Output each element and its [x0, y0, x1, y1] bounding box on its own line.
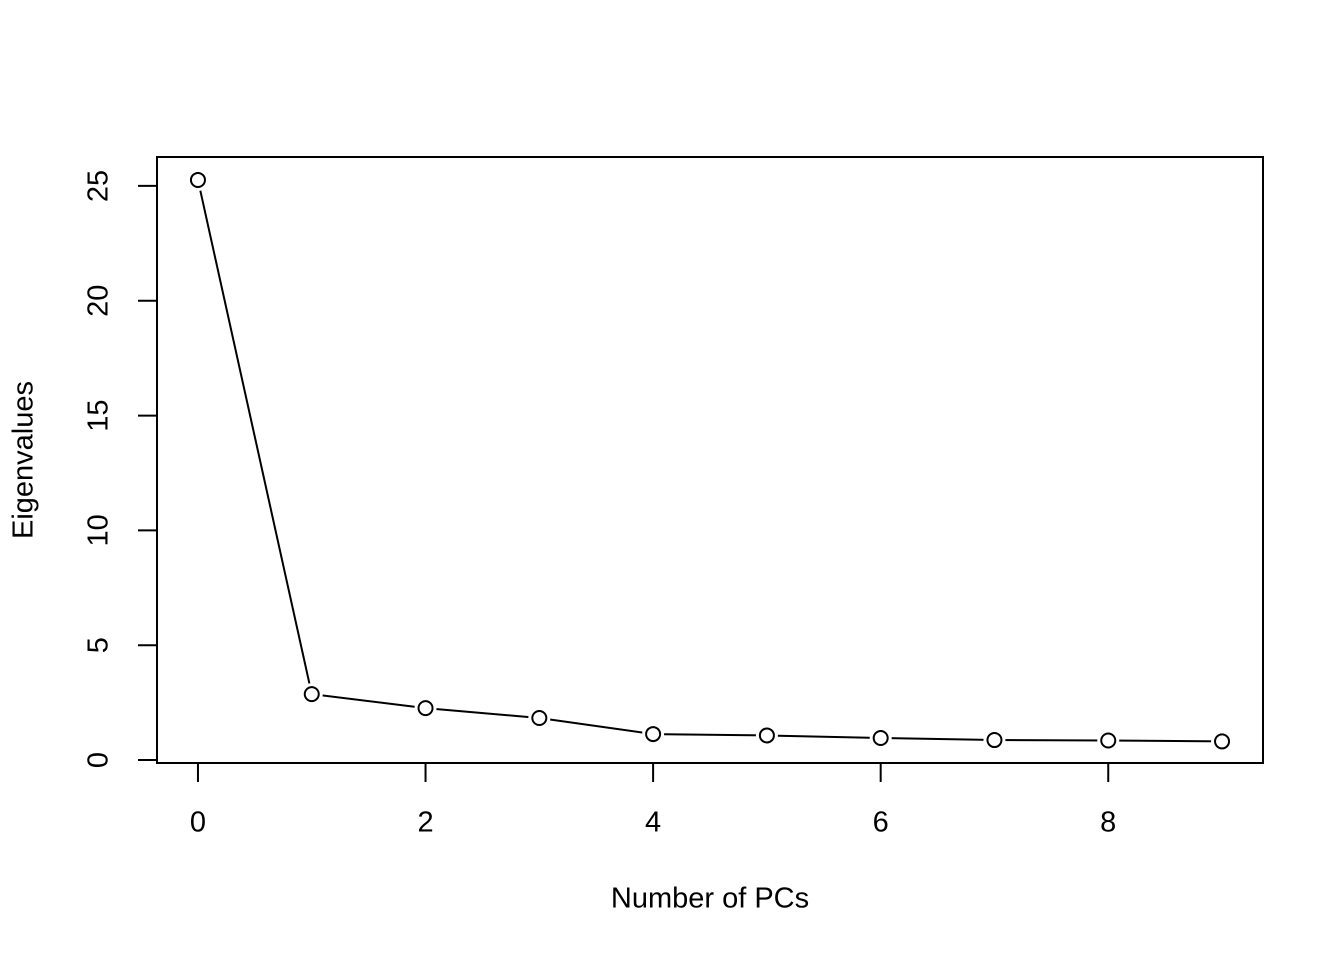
data-point [645, 726, 662, 743]
data-point [531, 709, 548, 726]
y-tick-label: 25 [83, 170, 115, 202]
y-tick-label: 5 [83, 637, 115, 653]
data-point [303, 686, 320, 703]
x-tick-label: 0 [190, 807, 206, 839]
x-tick-label: 4 [645, 807, 661, 839]
y-axis-label: Eigenvalues [8, 381, 40, 539]
data-point [758, 727, 775, 744]
data-line [196, 179, 1223, 743]
y-tick-label: 10 [83, 514, 115, 546]
x-tick-label: 8 [1100, 807, 1116, 839]
y-tick-label: 20 [83, 285, 115, 317]
data-point [872, 729, 889, 746]
data-point [986, 732, 1003, 749]
y-tick-label: 15 [83, 399, 115, 431]
y-tick-label: 0 [83, 752, 115, 768]
data-point [189, 171, 206, 188]
data-point [417, 700, 434, 717]
plot-box [156, 156, 1264, 764]
x-tick-label: 6 [873, 807, 889, 839]
x-tick-label: 2 [417, 807, 433, 839]
data-point [1100, 732, 1117, 749]
x-axis-label: Number of PCs [611, 883, 809, 915]
data-point [1214, 733, 1231, 750]
